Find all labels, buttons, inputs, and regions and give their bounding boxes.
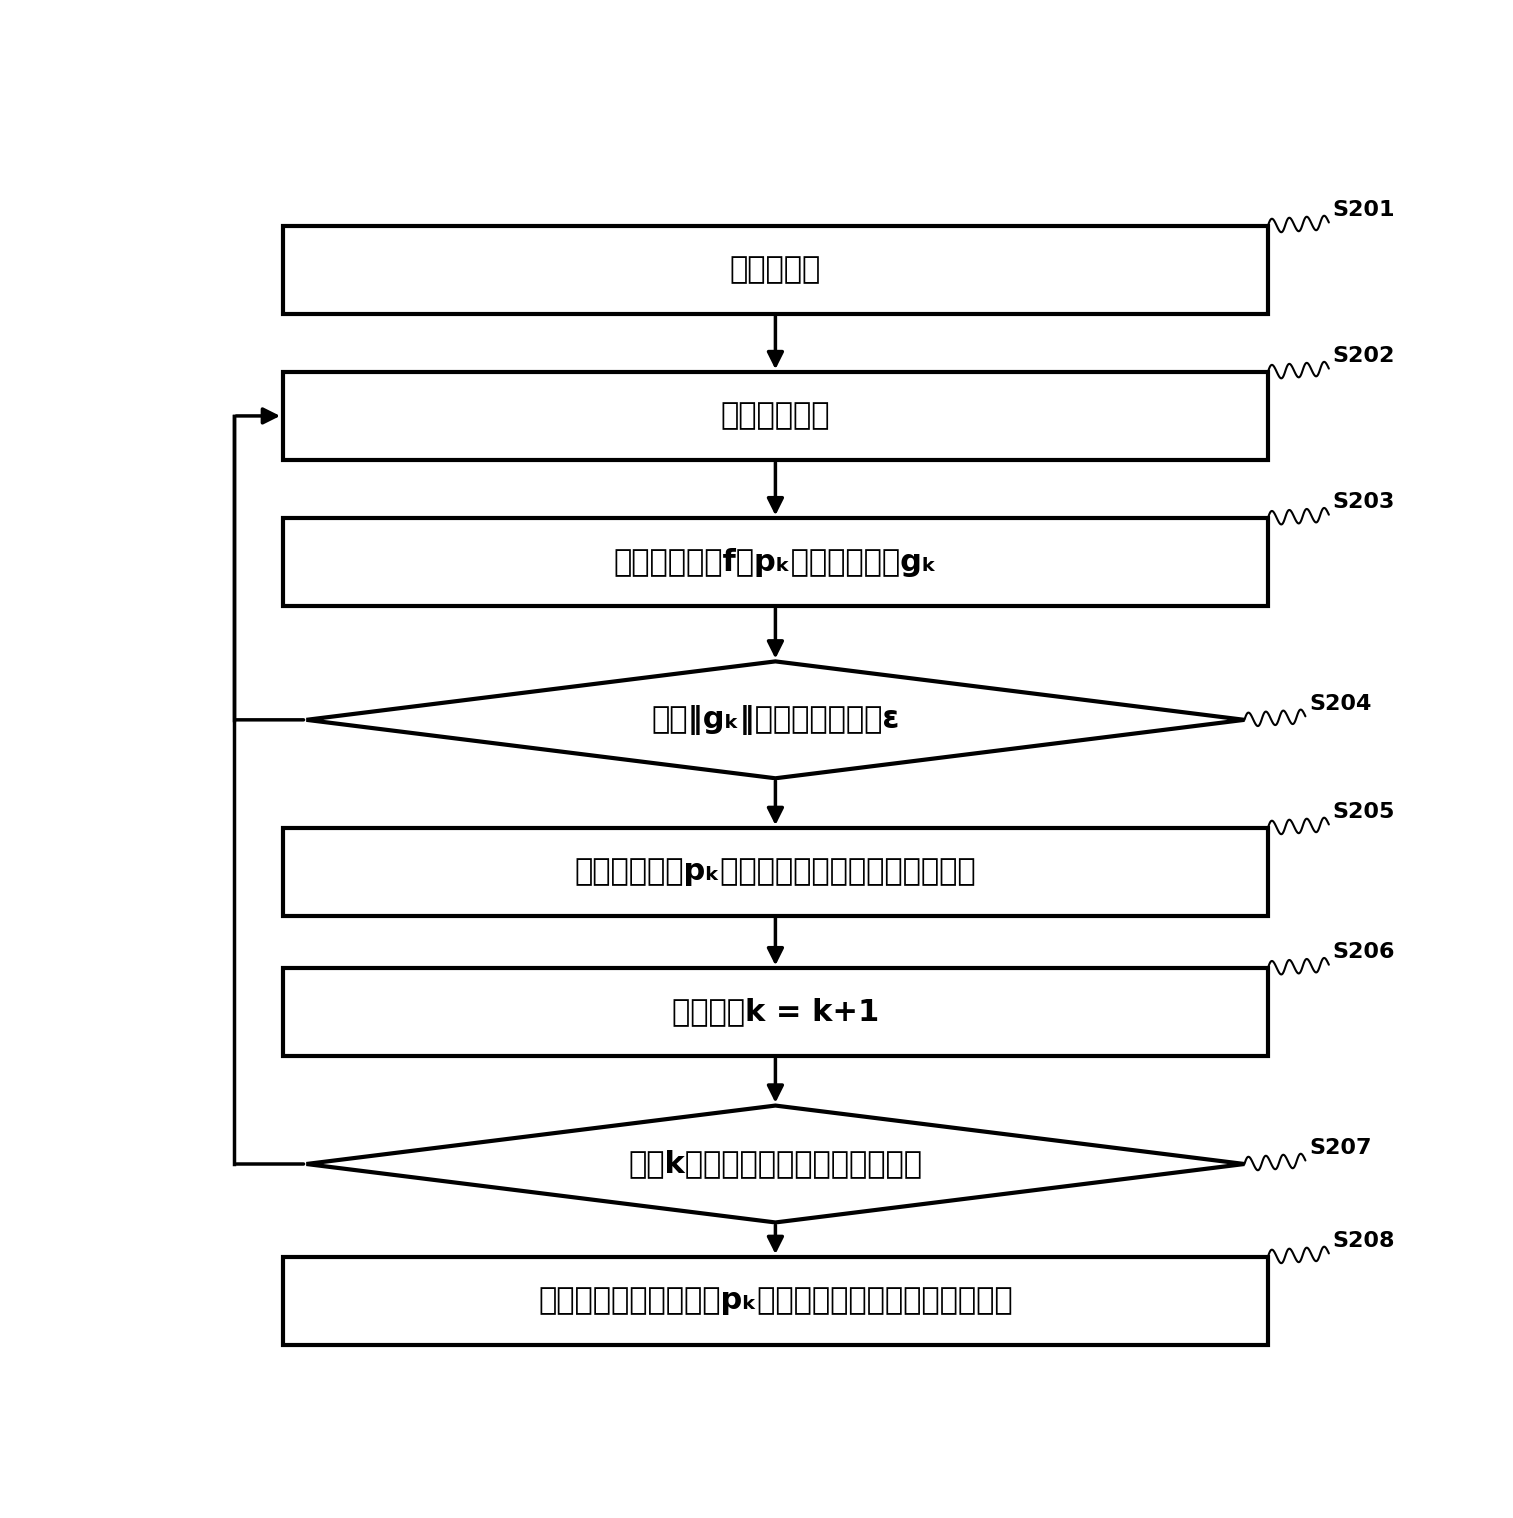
Text: S208: S208	[1333, 1231, 1395, 1251]
Text: 判断‖gₖ‖是否小于或等于ε: 判断‖gₖ‖是否小于或等于ε	[651, 704, 900, 735]
Text: 停止迭代，将pₖ点坐标作为待确定节点的坐标值: 停止迭代，将pₖ点坐标作为待确定节点的坐标值	[575, 858, 976, 887]
FancyBboxPatch shape	[283, 518, 1268, 606]
FancyBboxPatch shape	[283, 968, 1268, 1057]
Text: 选取初始值: 选取初始值	[729, 255, 822, 284]
Text: 进行迭代计算: 进行迭代计算	[720, 401, 831, 431]
Text: S202: S202	[1333, 346, 1395, 366]
FancyBboxPatch shape	[283, 226, 1268, 314]
Polygon shape	[306, 662, 1244, 779]
Text: S205: S205	[1333, 802, 1395, 823]
Polygon shape	[306, 1105, 1244, 1222]
Text: 结束迭代，输出当前的pₖ点坐标作为待确定节点的坐标值: 结束迭代，输出当前的pₖ点坐标作为待确定节点的坐标值	[539, 1286, 1012, 1315]
Text: 计算目标函数f在pₖ点处的梯度值gₖ: 计算目标函数f在pₖ点处的梯度值gₖ	[614, 548, 937, 577]
FancyBboxPatch shape	[283, 1257, 1268, 1345]
Text: 迭代次数k = k+1: 迭代次数k = k+1	[672, 997, 879, 1026]
FancyBboxPatch shape	[283, 827, 1268, 915]
Text: S207: S207	[1309, 1138, 1371, 1158]
Text: 判断k是否达到设定的最高迭代次数: 判断k是否达到设定的最高迭代次数	[628, 1149, 923, 1178]
Text: S203: S203	[1333, 492, 1395, 513]
FancyBboxPatch shape	[283, 372, 1268, 460]
Text: S206: S206	[1333, 943, 1395, 962]
Text: S201: S201	[1333, 200, 1395, 220]
Text: S204: S204	[1309, 694, 1371, 713]
